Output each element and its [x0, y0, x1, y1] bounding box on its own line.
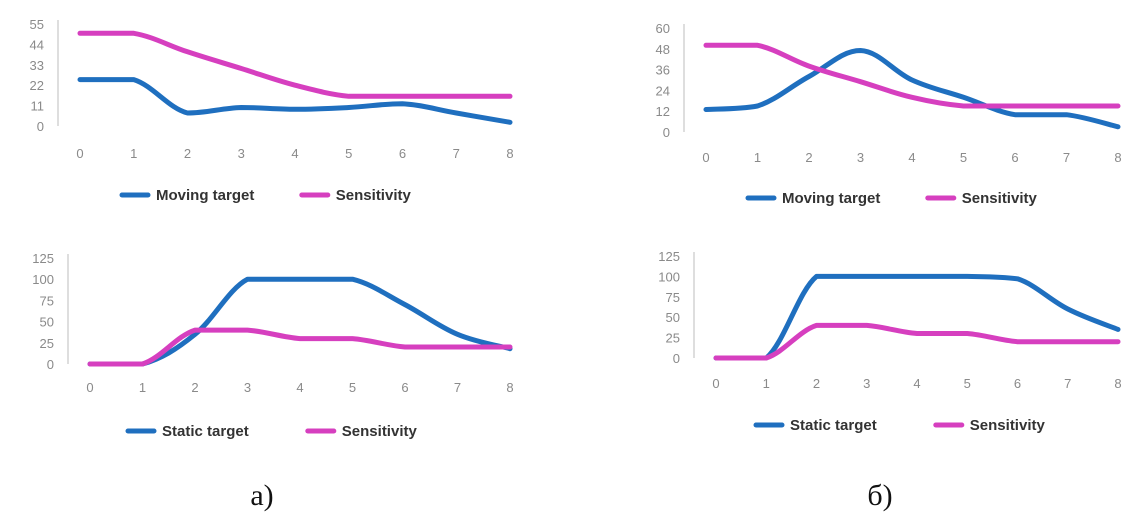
y-tick-label: 25 — [666, 331, 680, 346]
x-tick-label: 4 — [291, 146, 298, 161]
legend-label: Static target — [162, 423, 249, 440]
series-line-static-target — [713, 273, 1121, 361]
x-tick-label: 3 — [863, 376, 870, 391]
y-tick-label: 125 — [32, 251, 54, 266]
x-tick-label: 0 — [702, 150, 709, 165]
x-tick-label: 5 — [349, 380, 356, 395]
x-tick-label: 0 — [712, 376, 719, 391]
y-tick-label: 0 — [47, 357, 54, 372]
panel-caption-a: а) — [250, 479, 273, 512]
series-line-moving-target — [703, 48, 1121, 130]
y-tick-label: 0 — [37, 119, 44, 134]
series-line-sensitivity — [77, 30, 513, 99]
x-tick-label: 3 — [857, 150, 864, 165]
x-tick-label: 8 — [506, 146, 513, 161]
x-tick-label: 7 — [1064, 376, 1071, 391]
y-tick-label: 24 — [656, 83, 670, 98]
series-line-static-target — [87, 276, 513, 367]
legend-label: Moving target — [156, 187, 254, 204]
x-tick-label: 6 — [399, 146, 406, 161]
series-line-sensitivity — [713, 322, 1121, 361]
x-tick-label: 6 — [401, 380, 408, 395]
x-tick-label: 6 — [1014, 376, 1021, 391]
x-tick-label: 2 — [184, 146, 191, 161]
y-tick-label: 125 — [658, 249, 680, 264]
y-tick-label: 50 — [40, 315, 54, 330]
x-tick-label: 3 — [238, 146, 245, 161]
legend-label: Sensitivity — [962, 190, 1038, 207]
series-line-moving-target — [77, 77, 513, 125]
y-tick-label: 44 — [30, 37, 44, 52]
x-tick-label: 1 — [763, 376, 770, 391]
y-tick-label: 0 — [673, 351, 680, 366]
x-tick-label: 4 — [908, 150, 915, 165]
x-tick-label: 7 — [1063, 150, 1070, 165]
x-tick-label: 0 — [86, 380, 93, 395]
panel-caption-b: б) — [867, 479, 892, 512]
y-tick-label: 100 — [658, 269, 680, 284]
x-tick-label: 1 — [139, 380, 146, 395]
y-tick-label: 33 — [30, 58, 44, 73]
y-tick-label: 55 — [30, 17, 44, 32]
y-tick-label: 60 — [656, 21, 670, 36]
y-tick-label: 12 — [656, 104, 670, 119]
y-tick-label: 75 — [40, 293, 54, 308]
x-tick-label: 1 — [754, 150, 761, 165]
y-tick-label: 50 — [666, 310, 680, 325]
x-tick-label: 4 — [296, 380, 303, 395]
x-tick-label: 2 — [805, 150, 812, 165]
x-tick-label: 8 — [506, 380, 513, 395]
chart-4: 0 25 50 75 100 125 0 1 2 3 4 5 6 7 8 Static target Sensi… — [658, 249, 1121, 434]
x-tick-label: 8 — [1114, 376, 1121, 391]
x-tick-label: 6 — [1011, 150, 1018, 165]
x-tick-label: 4 — [913, 376, 920, 391]
y-tick-label: 25 — [40, 336, 54, 351]
chart-2: 0 25 50 75 100 125 0 1 2 3 4 5 6 7 8 Static target Sensi… — [32, 251, 513, 440]
x-tick-label: 5 — [960, 150, 967, 165]
x-tick-label: 2 — [191, 380, 198, 395]
x-tick-label: 8 — [1114, 150, 1121, 165]
legend-label: Static target — [790, 417, 877, 434]
y-tick-label: 75 — [666, 290, 680, 305]
y-tick-label: 22 — [30, 78, 44, 93]
y-tick-label: 11 — [31, 99, 45, 114]
legend-label: Sensitivity — [342, 423, 418, 440]
x-tick-label: 5 — [964, 376, 971, 391]
x-tick-label: 7 — [453, 146, 460, 161]
x-tick-label: 0 — [76, 146, 83, 161]
y-tick-label: 48 — [656, 42, 670, 57]
legend-label: Sensitivity — [970, 417, 1046, 434]
x-tick-label: 1 — [130, 146, 137, 161]
chart-1: 0 11 22 33 44 55 0 1 2 3 4 5 6 7 8 Moving target Sensiti… — [30, 17, 514, 204]
series-line-sensitivity — [87, 327, 513, 367]
legend-label: Moving target — [782, 190, 880, 207]
y-tick-label: 36 — [656, 63, 670, 78]
y-tick-label: 0 — [663, 125, 670, 140]
series-line-sensitivity — [703, 42, 1121, 109]
x-tick-label: 3 — [244, 380, 251, 395]
x-tick-label: 2 — [813, 376, 820, 391]
x-tick-label: 5 — [345, 146, 352, 161]
y-tick-label: 100 — [32, 272, 54, 287]
legend-label: Sensitivity — [336, 187, 412, 204]
x-tick-label: 7 — [454, 380, 461, 395]
